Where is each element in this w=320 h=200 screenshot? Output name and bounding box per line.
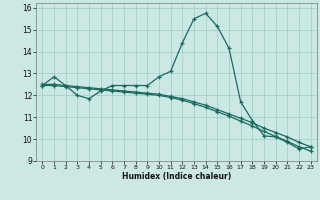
X-axis label: Humidex (Indice chaleur): Humidex (Indice chaleur)	[122, 172, 231, 181]
